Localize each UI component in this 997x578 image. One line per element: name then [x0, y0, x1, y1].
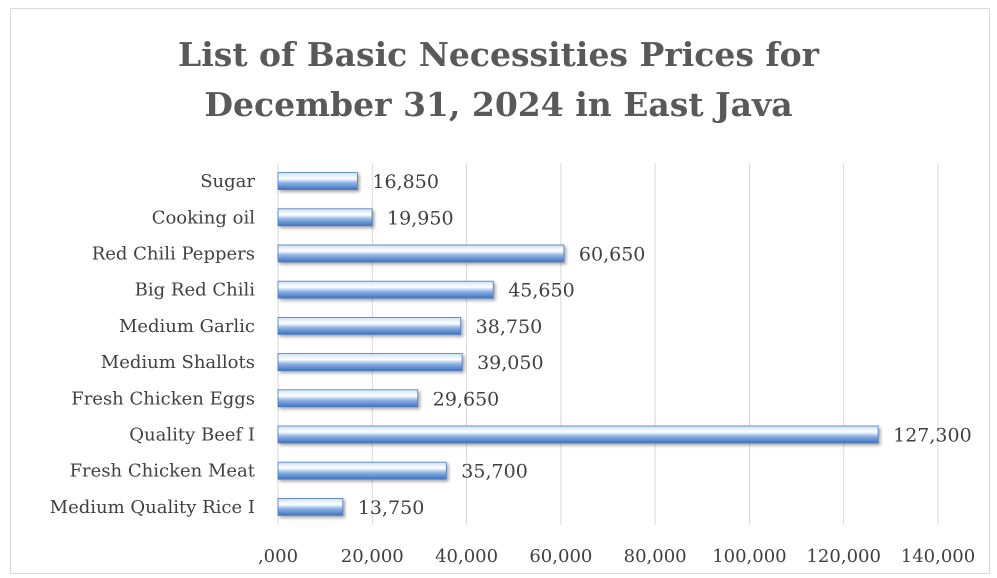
category-label: Fresh Chicken Meat [70, 461, 256, 482]
data-label: 16,850 [372, 171, 438, 193]
bars [277, 172, 879, 516]
x-tick-label: 60,000 [529, 546, 592, 567]
bar [277, 172, 358, 191]
category-labels: Sugar Cooking oil Red Chili Peppers Big Red… [50, 171, 256, 518]
x-tick-label: 100,000 [712, 546, 786, 567]
x-tick-label: 120,000 [806, 546, 880, 567]
category-label: Cooking oil [152, 207, 256, 228]
data-label: 38,750 [476, 316, 542, 338]
bar [277, 244, 565, 263]
bar [277, 497, 344, 516]
x-tick-label: 40,000 [435, 546, 498, 567]
data-label: 13,750 [358, 497, 424, 519]
data-label: 39,050 [477, 352, 543, 374]
data-label: 45,650 [508, 280, 574, 302]
chart-title-line-2: December 31, 2024 in East Java [204, 85, 793, 124]
data-label: 60,650 [579, 244, 645, 266]
x-tick-label: ,000 [258, 546, 298, 567]
data-label: 35,700 [461, 461, 527, 483]
bar [277, 461, 447, 480]
x-tick-label: 80,000 [624, 546, 687, 567]
bar [277, 208, 373, 227]
category-label: Medium Shallots [101, 352, 255, 373]
bar [277, 389, 419, 408]
bar [277, 316, 462, 335]
data-label: 19,950 [387, 207, 453, 229]
category-label: Medium Quality Rice I [50, 497, 255, 518]
bar [277, 353, 463, 372]
category-label: Red Chili Peppers [92, 244, 255, 265]
chart-title: List of Basic Necessities Prices for Dec… [0, 30, 997, 130]
chart-frame [10, 8, 990, 574]
x-tick-label: 20,000 [341, 546, 404, 567]
chart-title-line-1: List of Basic Necessities Prices for [178, 35, 819, 74]
category-label: Sugar [200, 171, 255, 192]
bar [277, 425, 879, 444]
bar [277, 280, 494, 299]
x-axis-tick-labels: ,000 20,000 40,000 60,000 80,000 100,000 120,0… [258, 546, 975, 567]
data-label: 127,300 [893, 425, 972, 447]
category-label: Big Red Chili [135, 280, 256, 301]
category-label: Fresh Chicken Eggs [71, 388, 255, 409]
category-label: Medium Garlic [119, 316, 255, 337]
x-tick-label: 140,000 [901, 546, 975, 567]
category-label: Quality Beef I [129, 425, 255, 446]
data-label: 29,650 [433, 388, 499, 410]
